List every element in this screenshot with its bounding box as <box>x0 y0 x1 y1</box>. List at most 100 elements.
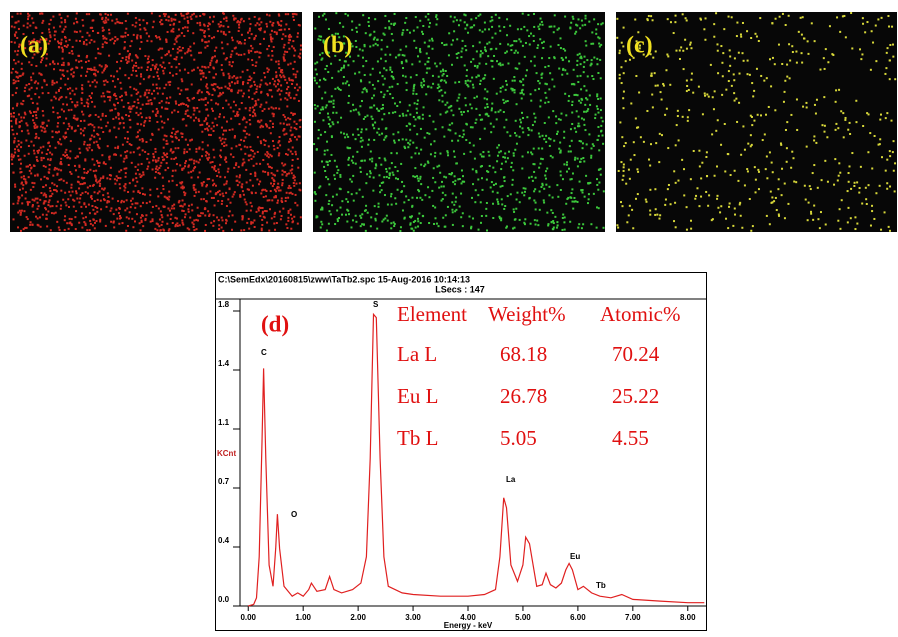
map-dot <box>141 138 143 140</box>
map-dot <box>877 18 879 20</box>
map-dot <box>539 136 541 138</box>
map-dot <box>20 214 22 216</box>
map-dot <box>65 204 67 206</box>
map-dot <box>596 206 598 208</box>
map-dot <box>260 21 262 23</box>
map-dot <box>219 137 221 139</box>
map-dot <box>387 204 389 206</box>
map-dot <box>538 167 540 169</box>
map-dot <box>328 200 330 202</box>
map-dot <box>52 16 54 18</box>
map-dot <box>157 75 159 77</box>
map-dot <box>786 76 788 78</box>
map-dot <box>359 24 361 26</box>
map-dot <box>32 73 34 75</box>
map-dot <box>379 191 381 193</box>
map-dot <box>89 169 91 171</box>
map-dot <box>402 67 404 69</box>
map-dot <box>206 83 208 85</box>
map-dot <box>240 76 242 78</box>
map-dot <box>596 227 598 229</box>
map-dot <box>365 205 367 207</box>
map-dot <box>637 171 639 173</box>
map-dot <box>289 209 291 211</box>
map-dot <box>240 54 242 56</box>
map-dot <box>327 178 329 180</box>
map-dot <box>51 130 53 132</box>
map-dot <box>249 146 251 148</box>
map-dot <box>186 151 188 153</box>
map-dot <box>813 205 815 207</box>
map-dot <box>116 98 118 100</box>
map-dot <box>476 67 478 69</box>
map-dot <box>47 210 49 212</box>
map-dot <box>70 73 72 75</box>
map-dot <box>369 158 371 160</box>
map-dot <box>95 114 97 116</box>
map-dot <box>131 40 133 42</box>
map-dot <box>215 83 217 85</box>
map-dot <box>740 36 742 38</box>
map-dot <box>387 220 389 222</box>
map-dot <box>339 59 341 61</box>
map-dot <box>570 197 572 199</box>
map-dot <box>693 150 695 152</box>
map-dot <box>496 93 498 95</box>
map-dot <box>53 27 55 29</box>
map-dot <box>554 14 556 16</box>
map-dot <box>85 206 87 208</box>
map-dot <box>143 121 145 123</box>
map-dot <box>271 96 273 98</box>
map-dot <box>15 118 17 120</box>
map-dot <box>59 163 61 165</box>
map-dot <box>506 131 508 133</box>
map-dot <box>155 168 157 170</box>
map-dot <box>448 32 450 34</box>
map-dot <box>420 176 422 178</box>
map-dot <box>76 31 78 33</box>
map-dot <box>688 109 690 111</box>
map-dot <box>232 15 234 17</box>
map-dot <box>337 220 339 222</box>
map-dot <box>361 146 363 148</box>
map-dot <box>81 111 83 113</box>
map-dot <box>361 128 363 130</box>
map-dot <box>729 55 731 57</box>
map-dot <box>117 200 119 202</box>
map-dot <box>892 151 894 153</box>
map-dot <box>18 140 20 142</box>
map-dot <box>36 103 38 105</box>
map-dot <box>155 64 157 66</box>
map-dot <box>98 191 100 193</box>
map-dot <box>324 153 326 155</box>
map-dot <box>224 138 226 140</box>
map-dot <box>597 23 599 25</box>
map-dot <box>89 220 91 222</box>
map-dot <box>690 42 692 44</box>
map-dot <box>57 63 59 65</box>
map-dot <box>739 203 741 205</box>
map-dot <box>321 160 323 162</box>
map-dot <box>814 40 816 42</box>
map-dot <box>271 50 273 52</box>
map-dot <box>44 176 46 178</box>
map-dot <box>336 209 338 211</box>
map-dot <box>454 16 456 18</box>
map-dot <box>425 16 427 18</box>
map-dot <box>229 202 231 204</box>
map-dot <box>423 80 425 82</box>
map-dot <box>207 66 209 68</box>
map-dot <box>337 169 339 171</box>
map-dot <box>328 28 330 30</box>
map-dot <box>331 135 333 137</box>
map-dot <box>472 183 474 185</box>
map-dot <box>278 154 280 156</box>
map-dot <box>157 195 159 197</box>
map-dot <box>479 62 481 64</box>
map-dot <box>563 137 565 139</box>
map-dot <box>119 22 121 24</box>
map-dot <box>290 170 292 172</box>
map-dot <box>622 45 624 47</box>
map-dot <box>279 144 281 146</box>
map-dot <box>190 54 192 56</box>
